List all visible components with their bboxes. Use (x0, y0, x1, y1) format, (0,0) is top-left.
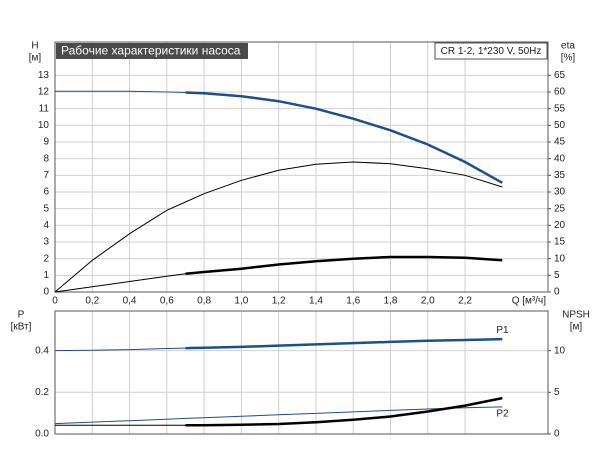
y2-tick-label: 5 (554, 387, 560, 398)
y-tick-label: 2 (43, 253, 49, 264)
y-tick-label: 6 (43, 187, 49, 198)
y2-tick-label: 5 (554, 270, 560, 281)
x-tick-label: 0,2 (85, 296, 99, 307)
y-tick-label: 3 (43, 237, 49, 248)
y-tick-label: 12 (38, 87, 50, 98)
x-tick-label: 0,8 (197, 296, 211, 307)
y2-tick-label: 0 (554, 287, 560, 298)
y2-tick-label: 40 (554, 153, 566, 164)
curve (54, 273, 186, 293)
y2-tick-label: 30 (554, 187, 566, 198)
x-tick-label: 0 (52, 296, 58, 307)
y-tick-label: 0 (43, 287, 49, 298)
curve-label: P2 (496, 409, 509, 420)
curve (185, 337, 503, 350)
chart-title: Рабочие характеристики насоса (61, 44, 241, 58)
y2-tick-label: 35 (554, 170, 566, 181)
x-tick-label: 2,0 (421, 296, 435, 307)
curve (185, 396, 503, 427)
curve-label: P1 (496, 325, 509, 336)
y2-tick-label: 45 (554, 137, 566, 148)
x-tick-label: 2,2 (458, 296, 472, 307)
y2-tick-label: 10 (554, 253, 566, 264)
y-tick-label: 8 (43, 153, 49, 164)
y-tick-label: 1 (43, 270, 49, 281)
y-axis-unit: [м] (29, 53, 42, 64)
y-axis-label: P (18, 310, 25, 321)
y-axis-unit: [кВт] (11, 322, 32, 333)
x-tick-label: 1,8 (384, 296, 398, 307)
y2-axis-label: eta (561, 41, 575, 52)
y-tick-label: 4 (43, 220, 49, 231)
x-axis-label: Q [м³/ч] (512, 296, 547, 307)
x-tick-label: 1,0 (234, 296, 248, 307)
y-tick-label: 5 (43, 203, 49, 214)
y-tick-label: 0.2 (35, 387, 49, 398)
y-tick-label: 13 (38, 70, 50, 81)
x-tick-label: 1,6 (346, 296, 360, 307)
curve (55, 90, 186, 93)
y2-tick-label: 65 (554, 70, 566, 81)
y2-axis-label: NPSH (562, 310, 590, 321)
y-tick-label: 9 (43, 137, 49, 148)
curve (54, 161, 503, 293)
y-tick-label: 10 (38, 120, 50, 131)
y2-tick-label: 20 (554, 220, 566, 231)
x-tick-label: 0,6 (160, 296, 174, 307)
plot-frame (54, 310, 549, 435)
y2-tick-label: 15 (554, 237, 566, 248)
x-tick-label: 1,2 (272, 296, 286, 307)
y-axis-label: H (31, 41, 38, 52)
y2-tick-label: 10 (554, 345, 566, 356)
curve (185, 255, 503, 275)
y-tick-label: 11 (39, 103, 50, 114)
y2-tick-label: 55 (554, 103, 566, 114)
x-tick-label: 0,4 (123, 296, 137, 307)
y2-tick-label: 0 (554, 429, 560, 440)
y-tick-label: 0.4 (35, 345, 49, 356)
curve (54, 406, 503, 425)
x-tick-label: 1,4 (309, 296, 323, 307)
y2-axis-unit: [%] (561, 53, 576, 64)
y-tick-label: 7 (43, 170, 49, 181)
annotation-box (434, 42, 548, 60)
curve (185, 91, 503, 184)
curve (54, 347, 186, 352)
y2-axis-unit: [м] (570, 322, 583, 333)
title-box (56, 43, 248, 59)
plot-frame (54, 41, 549, 293)
annotation: CR 1-2, 1*230 V, 50Hz (441, 46, 542, 57)
y2-tick-label: 50 (554, 120, 566, 131)
y2-tick-label: 25 (554, 203, 566, 214)
y2-tick-label: 60 (554, 87, 566, 98)
y-tick-label: 0.0 (35, 429, 49, 440)
